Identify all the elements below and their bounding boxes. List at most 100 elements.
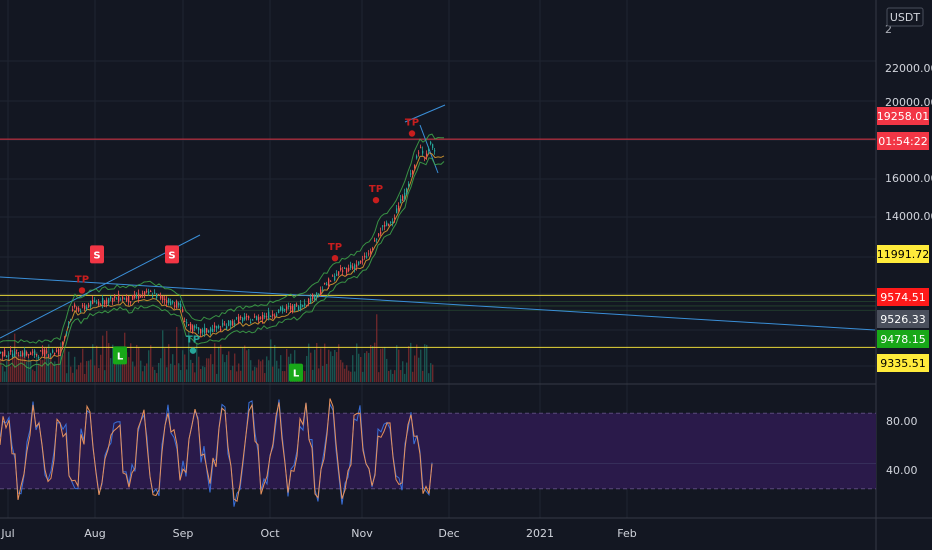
signal-marker-l: [289, 363, 303, 382]
candle-body: [310, 298, 312, 303]
volume-bar: [406, 362, 408, 382]
volume-bar: [362, 371, 364, 382]
volume-bar: [30, 361, 32, 382]
tp-label: TP: [186, 335, 200, 346]
volume-bar: [104, 370, 106, 382]
candle-body: [200, 329, 202, 334]
signal-marker-l: [113, 346, 127, 365]
candle-body: [50, 353, 52, 355]
candle-body: [130, 301, 132, 303]
candle-body: [178, 302, 180, 306]
volume-bar: [426, 344, 428, 382]
candle-body: [410, 173, 412, 175]
oscillator-pane: [0, 398, 876, 507]
candle-body: [210, 328, 212, 332]
candle-body: [10, 350, 12, 352]
candle-body: [20, 354, 22, 357]
tp-label: TP: [328, 242, 342, 253]
volume-bar: [388, 370, 390, 382]
candle-body: [44, 349, 46, 357]
candle-body: [328, 278, 330, 286]
volume-bar: [52, 363, 54, 382]
volume-bar: [324, 343, 326, 382]
volume-bar: [368, 352, 370, 382]
candle-body: [220, 328, 222, 331]
volume-bar: [244, 345, 246, 382]
candle-body: [100, 304, 102, 306]
candle-body: [242, 317, 244, 322]
volume-bar: [48, 344, 50, 382]
candle-body: [150, 291, 152, 293]
candle-body: [428, 148, 430, 152]
volume-bar: [144, 365, 146, 382]
candle-body: [376, 238, 378, 240]
volume-bar: [120, 357, 122, 382]
price-tag: [877, 132, 929, 150]
candle-body: [112, 298, 114, 303]
volume-bar: [304, 371, 306, 382]
candle-body: [24, 350, 26, 356]
volume-bar: [62, 355, 64, 382]
volume-bar: [96, 345, 98, 382]
volume-bar: [28, 358, 30, 382]
candle-body: [12, 353, 14, 358]
oscillator-tick-label: 40.00: [886, 464, 918, 477]
volume-bar: [354, 371, 356, 382]
price-tag-label: 01:54:22: [878, 135, 927, 148]
candle-body: [378, 233, 380, 236]
candle-body: [80, 311, 82, 313]
volume-bar: [188, 331, 190, 382]
volume-bar: [210, 354, 212, 382]
volume-bar: [154, 369, 156, 382]
volume-bar: [152, 366, 154, 382]
volume-bar: [254, 366, 256, 382]
volume-bar: [248, 348, 250, 382]
volume-bar: [128, 357, 130, 382]
candle-body: [230, 321, 232, 326]
currency-label-box[interactable]: USDT: [886, 7, 924, 27]
candle-body: [324, 283, 326, 285]
candle-body: [204, 327, 206, 334]
candle-body: [332, 275, 334, 277]
volume-bar: [314, 349, 316, 382]
candle-body: [366, 256, 368, 258]
candle-body: [392, 222, 394, 224]
volume-bar: [360, 357, 362, 382]
oscillator-tick-label: 80.00: [886, 415, 918, 428]
candle-body: [384, 224, 386, 227]
volume-bar: [242, 347, 244, 382]
volume-bar: [226, 354, 228, 382]
volume-bar: [170, 363, 172, 382]
candle-body: [338, 271, 340, 275]
price-axis: 16000.00 20000.00 22000.00 14000.00 2 19258.0…: [877, 23, 932, 372]
time-tick-label: 2021: [526, 527, 554, 540]
time-axis: Jul Aug Sep Oct Nov Dec 2021 Feb: [0, 527, 636, 540]
volume-bar: [370, 344, 372, 382]
candle-body: [414, 164, 416, 169]
candle-body: [88, 304, 90, 307]
candle-body: [280, 306, 282, 311]
candle-body: [194, 325, 196, 328]
candle-body: [290, 306, 292, 310]
volume-bar: [376, 314, 378, 382]
volume-bar: [122, 350, 124, 382]
candle-body: [116, 298, 118, 300]
candle-body: [70, 319, 72, 321]
candle-body: [202, 329, 204, 333]
volume-bar: [350, 371, 352, 382]
volume-bar: [238, 363, 240, 382]
price-tag: [877, 107, 929, 125]
volume-bar: [16, 352, 18, 382]
volume-bar: [40, 359, 42, 382]
candle-body: [374, 240, 376, 242]
candle-body: [30, 352, 32, 355]
candle-body: [96, 302, 98, 304]
candle-body: [166, 300, 168, 304]
volume-bar: [6, 360, 8, 382]
candle-body: [252, 319, 254, 321]
candle-body: [260, 317, 262, 319]
candle-body: [342, 270, 344, 272]
candle-body: [298, 306, 300, 311]
volume-bar: [272, 366, 274, 382]
